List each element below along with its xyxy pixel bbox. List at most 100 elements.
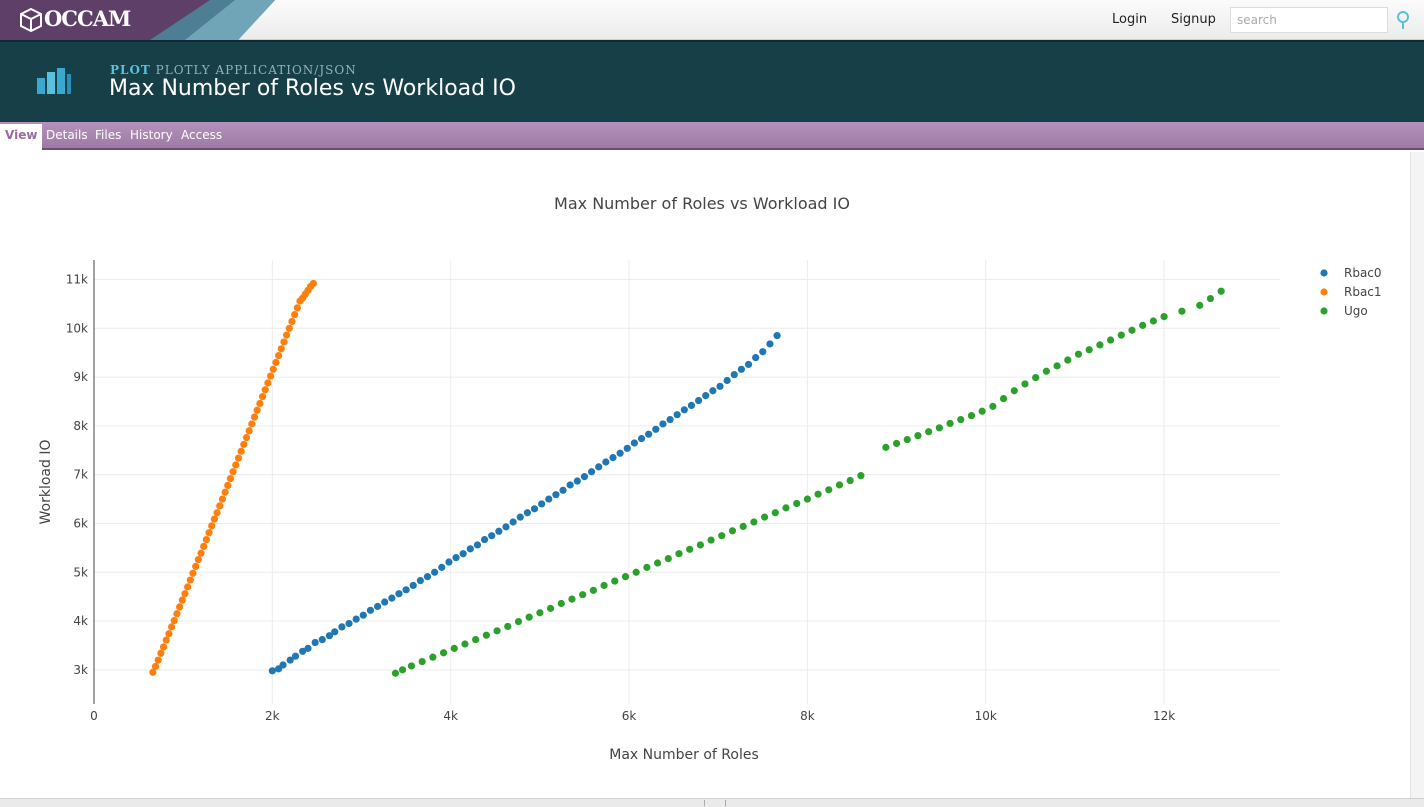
- point-rbac0: [488, 532, 496, 540]
- scatter-chart[interactable]: 0 2k 4k 6k 8k 10k 12k 3k 4k 5k 6k 7k 8k 9k 10k 11k Max …: [0, 152, 1410, 798]
- point-ugo: [1032, 373, 1040, 382]
- point-ugo: [1074, 350, 1083, 358]
- point-ugo: [989, 402, 997, 410]
- tab-details[interactable]: Details: [46, 128, 88, 142]
- point-rbac0: [616, 449, 624, 457]
- plot-container: 0 2k 4k 6k 8k 10k 12k 3k 4k 5k 6k 7k 8k 9k 10k 11k Max …: [0, 152, 1410, 798]
- tab-files[interactable]: Files: [95, 128, 122, 142]
- point-rbac0: [459, 550, 467, 558]
- point-rbac0: [623, 444, 631, 452]
- point-rbac1: [253, 406, 261, 414]
- point-rbac1: [226, 474, 235, 483]
- point-ugo: [967, 412, 976, 420]
- point-ugo: [793, 499, 801, 508]
- point-ugo: [429, 653, 437, 661]
- point-rbac1: [240, 440, 248, 449]
- signup-link[interactable]: Signup: [1171, 12, 1216, 27]
- point-rbac1: [165, 630, 173, 638]
- point-ugo: [1085, 346, 1093, 354]
- point-ugo: [1160, 312, 1168, 321]
- point-rbac0: [331, 628, 339, 636]
- point-ugo: [643, 563, 651, 571]
- point-rbac1: [213, 509, 221, 517]
- bar-chart-icon: [37, 68, 71, 94]
- point-rbac0: [402, 586, 410, 594]
- resize-grip[interactable]: [704, 800, 726, 806]
- point-ugo: [728, 527, 737, 535]
- point-rbac1: [210, 515, 218, 523]
- point-rbac0: [637, 434, 646, 443]
- point-ugo: [482, 631, 490, 639]
- point-rbac1: [154, 656, 162, 664]
- point-rbac0: [366, 606, 375, 614]
- point-ugo: [686, 545, 694, 553]
- legend-label-rbac1: Rbac1: [1344, 285, 1382, 299]
- point-rbac0: [299, 647, 307, 655]
- bottom-resize-bar[interactable]: [0, 798, 1424, 807]
- point-rbac1: [285, 324, 293, 332]
- point-rbac0: [630, 439, 638, 447]
- page-title: Max Number of Roles vs Workload IO: [109, 76, 516, 101]
- point-ugo: [914, 432, 922, 440]
- point-rbac1: [197, 549, 205, 557]
- point-ugo: [1217, 287, 1225, 295]
- point-rbac0: [395, 590, 403, 598]
- point-ugo: [600, 581, 608, 590]
- point-ugo: [846, 476, 854, 485]
- point-ugo: [760, 513, 769, 521]
- tab-access[interactable]: Access: [181, 128, 223, 142]
- point-rbac0: [559, 486, 567, 494]
- logo-banner[interactable]: OCCAM: [0, 0, 275, 40]
- point-ugo: [739, 522, 747, 530]
- point-rbac0: [431, 568, 439, 576]
- y-tick-label: 11k: [66, 273, 88, 287]
- point-ugo: [675, 550, 683, 558]
- vertical-scrollbar[interactable]: [1410, 152, 1424, 798]
- tab-history[interactable]: History: [130, 128, 173, 142]
- point-rbac0: [716, 382, 724, 390]
- x-tick-label: 12k: [1153, 709, 1175, 723]
- point-rbac1: [224, 481, 232, 490]
- point-ugo: [525, 613, 533, 621]
- point-rbac0: [723, 376, 731, 385]
- point-rbac0: [286, 656, 294, 664]
- point-rbac0: [345, 619, 353, 628]
- point-rbac1: [280, 338, 288, 346]
- tab-view[interactable]: View: [0, 124, 43, 150]
- y-axis-label: Workload IO: [38, 440, 54, 525]
- y-tick-label: 3k: [73, 663, 88, 677]
- point-ugo: [999, 394, 1008, 403]
- point-rbac0: [473, 541, 482, 549]
- point-rbac1: [269, 365, 277, 373]
- y-tick-label: 8k: [73, 419, 88, 433]
- point-rbac0: [409, 581, 417, 590]
- point-ugo: [398, 666, 407, 674]
- search-input[interactable]: [1230, 7, 1388, 33]
- search-icon[interactable]: [1395, 10, 1413, 30]
- chart-grid: [94, 260, 1280, 704]
- point-rbac1: [162, 636, 170, 644]
- point-rbac0: [645, 430, 653, 438]
- point-ugo: [803, 495, 811, 503]
- point-ugo: [557, 599, 565, 608]
- point-ugo: [1010, 387, 1018, 395]
- point-rbac0: [359, 611, 367, 619]
- point-rbac0: [318, 635, 326, 644]
- point-rbac1: [192, 562, 200, 571]
- point-ugo: [439, 649, 448, 657]
- point-rbac0: [709, 387, 717, 395]
- point-rbac1: [159, 643, 168, 651]
- point-ugo: [835, 481, 844, 489]
- point-ugo: [391, 669, 400, 677]
- login-link[interactable]: Login: [1112, 12, 1148, 27]
- point-rbac0: [773, 332, 781, 340]
- chart-legend[interactable]: Rbac0 Rbac1 Ugo: [1320, 266, 1382, 318]
- point-rbac0: [580, 473, 589, 481]
- legend-label-rbac0: Rbac0: [1344, 266, 1382, 280]
- point-rbac1: [272, 358, 280, 367]
- point-ugo: [825, 486, 833, 494]
- point-ugo: [450, 644, 458, 652]
- point-rbac0: [381, 598, 389, 606]
- point-ugo: [568, 595, 576, 603]
- point-rbac1: [194, 555, 202, 564]
